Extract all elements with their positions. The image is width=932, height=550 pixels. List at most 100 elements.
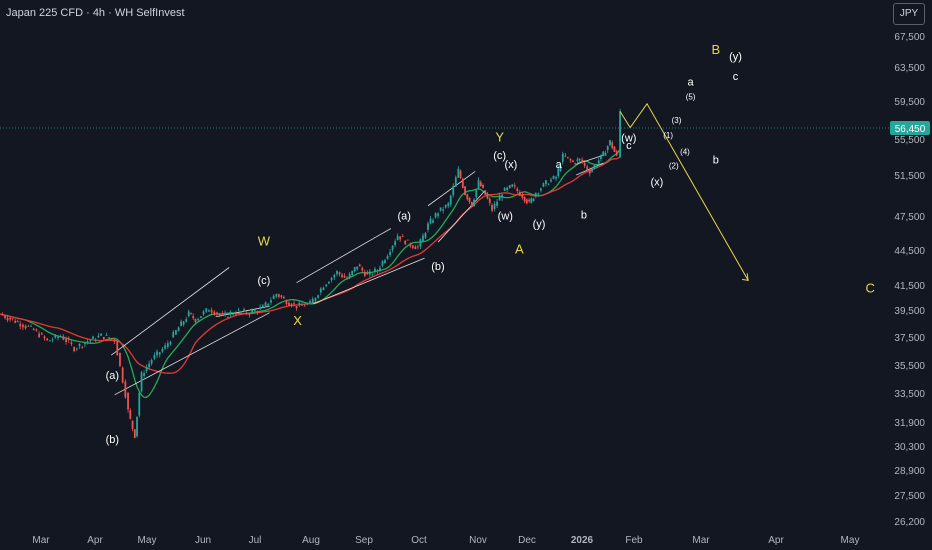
candle-body	[224, 312, 227, 316]
candle-body	[319, 288, 322, 293]
candle-body	[346, 277, 349, 280]
candle-body	[78, 343, 81, 347]
candle-body	[371, 274, 374, 276]
candle-body	[477, 180, 480, 189]
candle-body	[576, 159, 579, 161]
wave-label: (b)	[106, 434, 119, 446]
x-tick-label: Dec	[518, 535, 536, 546]
channel-line	[313, 257, 425, 305]
wave-label: (4)	[680, 147, 690, 156]
candle-body	[449, 195, 452, 205]
candle-body	[75, 348, 78, 350]
wave-label: c	[733, 71, 739, 83]
candle-body	[89, 340, 92, 342]
wave-label: (3)	[672, 116, 682, 125]
candle-body	[606, 146, 609, 151]
candle-body	[564, 155, 567, 157]
x-tick-label: Apr	[87, 535, 103, 546]
current-price-label: 56,450	[895, 124, 926, 135]
candle-body	[574, 163, 577, 165]
candle-body	[381, 261, 384, 266]
candle-body	[399, 236, 402, 240]
candle-body	[414, 246, 417, 250]
candle-body	[221, 313, 224, 315]
candle-body	[57, 336, 59, 338]
y-tick-label: 33,500	[894, 389, 925, 400]
candle-body	[488, 198, 491, 203]
candle-body	[333, 274, 336, 278]
candle-body	[38, 333, 40, 338]
candle-body	[604, 152, 607, 156]
candle-body	[613, 146, 616, 152]
candle-body	[545, 180, 547, 185]
candle-body	[22, 324, 24, 328]
wave-label: C	[866, 281, 875, 296]
candle-body	[561, 153, 564, 162]
projection-path	[619, 102, 749, 281]
y-tick-label: 26,200	[894, 517, 925, 528]
candle-body	[572, 160, 574, 163]
candle-body	[65, 338, 67, 343]
wave-label: (y)	[533, 218, 546, 230]
candle-body	[119, 352, 121, 366]
candle-body	[210, 309, 213, 313]
candle-body	[86, 341, 89, 343]
candle-body	[404, 240, 407, 245]
candle-body	[361, 267, 364, 271]
candle-body	[237, 309, 240, 311]
candle-body	[161, 348, 164, 352]
candle-body	[394, 241, 397, 246]
candle-body	[429, 218, 432, 224]
candle-body	[194, 318, 197, 323]
current-price-badge	[890, 121, 930, 135]
candle-body	[280, 295, 283, 298]
channel-line	[296, 228, 392, 284]
candle-body	[164, 345, 167, 349]
candle-body	[479, 182, 482, 187]
candle-body	[190, 313, 192, 314]
candle-body	[143, 373, 145, 376]
x-tick-label: May	[138, 535, 157, 546]
candle-body	[199, 316, 202, 318]
y-tick-label: 51,500	[894, 171, 925, 182]
channel-line	[437, 190, 486, 243]
wave-label: a	[688, 77, 695, 89]
candle-body	[108, 337, 111, 339]
wave-label: b	[713, 154, 719, 166]
candle-body	[542, 183, 545, 187]
candle-body	[595, 165, 598, 167]
candle-body	[406, 239, 409, 241]
wave-label: (1)	[663, 131, 673, 140]
candle-body	[409, 244, 412, 247]
candle-body	[396, 235, 399, 241]
candle-body	[81, 346, 84, 348]
candle-body	[555, 176, 557, 179]
candle-body	[521, 194, 524, 198]
x-tick-label: 2026	[571, 535, 594, 546]
candle-body	[148, 363, 151, 368]
candle-body	[341, 274, 343, 278]
candle-body	[100, 333, 102, 336]
wave-label: (a)	[106, 370, 119, 382]
candle-body	[293, 303, 295, 305]
candle-body	[611, 142, 614, 149]
y-tick-label: 28,900	[894, 466, 925, 477]
candle-body	[243, 309, 245, 311]
candle-body	[218, 313, 221, 316]
wave-label: b	[581, 209, 587, 221]
candle-body	[615, 151, 618, 156]
y-tick-label: 47,500	[894, 212, 925, 223]
candle-body	[105, 335, 108, 337]
candle-body	[232, 313, 235, 315]
candle-body	[129, 410, 132, 419]
wave-label: (a)	[398, 210, 411, 222]
x-tick-label: Jul	[249, 535, 262, 546]
candle-body	[240, 311, 243, 313]
currency-button[interactable]: JPY	[893, 3, 925, 25]
candle-body	[532, 198, 535, 202]
candle-body	[513, 185, 516, 187]
candle-body	[493, 203, 496, 210]
candle-body	[264, 302, 267, 307]
wave-label: (c)	[257, 275, 270, 287]
